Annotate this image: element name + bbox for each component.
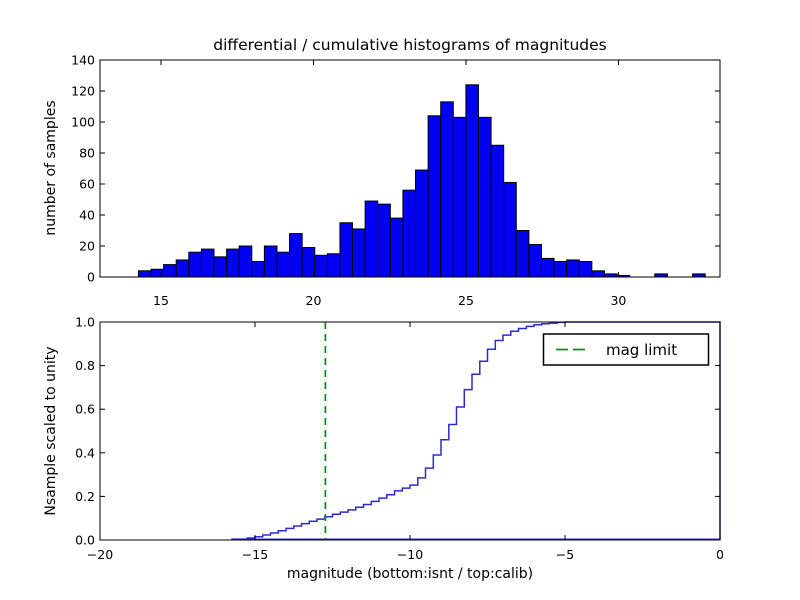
histogram-bar — [289, 233, 303, 278]
histogram-bar — [427, 115, 442, 278]
bottom-y-tick-label: 0.4 — [75, 445, 95, 460]
top-x-tick-label: 15 — [153, 293, 169, 308]
bottom-x-tick-label: 0 — [716, 547, 724, 562]
top-y-tick-label: 140 — [71, 53, 95, 68]
bottom-x-tick-label: −20 — [87, 547, 113, 562]
histogram-bar — [263, 245, 278, 278]
bottom-y-tick-label: 0.8 — [75, 358, 95, 373]
histogram-bar — [276, 251, 291, 278]
top-x-tick-label: 25 — [458, 293, 474, 308]
top-y-tick-label: 100 — [71, 115, 95, 130]
histogram-bar — [364, 200, 379, 278]
top-x-tick-label: 30 — [610, 293, 626, 308]
histogram-bar — [415, 169, 429, 278]
histogram-bar — [175, 259, 190, 278]
histogram-bar — [440, 101, 454, 278]
histogram-bar — [150, 268, 165, 278]
bottom-y-tick-label: 1.0 — [75, 315, 95, 330]
top-y-axis-label: number of samples — [43, 100, 59, 236]
legend-label: mag limit — [606, 341, 678, 359]
top-y-tick-label: 60 — [79, 177, 95, 192]
histogram-bar — [314, 254, 328, 278]
histogram-bar — [326, 253, 341, 278]
bottom-y-tick-label: 0.6 — [75, 402, 95, 417]
x-axis-label: magnitude (bottom:isnt / top:calib) — [286, 566, 534, 582]
histogram-bar — [163, 264, 177, 278]
legend-box — [542, 333, 710, 366]
top-x-tick-label: 20 — [306, 293, 322, 308]
histogram-bar — [377, 203, 391, 278]
top-y-tick-label: 80 — [79, 146, 95, 161]
top-y-tick-label: 120 — [71, 84, 95, 99]
histogram-bar — [528, 243, 542, 278]
histogram-bar — [540, 257, 555, 278]
top-y-tick-label: 20 — [79, 239, 95, 254]
top-y-tick-label: 40 — [79, 208, 95, 223]
bottom-y-tick-label: 0.0 — [75, 533, 95, 548]
histogram-bar — [465, 84, 479, 278]
cumulative-step-line — [231, 321, 721, 541]
histogram-bar — [238, 245, 253, 278]
histogram-bar — [213, 256, 228, 278]
bottom-x-tick-label: −15 — [242, 547, 268, 562]
histogram-bar — [503, 181, 517, 278]
top-axes-frame — [99, 59, 721, 278]
histogram-bar — [477, 116, 492, 278]
histogram-bar — [566, 259, 580, 278]
bottom-x-tick-label: −5 — [556, 547, 574, 562]
histogram-bar — [339, 222, 354, 278]
histogram-bar — [137, 270, 152, 278]
histogram-bar — [200, 248, 215, 278]
histogram-bar — [402, 189, 417, 278]
histogram-bar — [251, 261, 265, 278]
histogram-bar — [578, 261, 593, 278]
bottom-x-tick-label: −10 — [397, 547, 423, 562]
bottom-y-axis-label: Nsample scaled to unity — [43, 346, 59, 516]
bottom-y-tick-label: 0.2 — [75, 489, 95, 504]
histogram-bar — [591, 270, 605, 278]
histogram-bar — [352, 228, 366, 278]
histogram-bar — [452, 116, 467, 278]
histogram-bar — [301, 247, 316, 278]
histogram-bar — [389, 217, 404, 278]
chart-title: differential / cumulative histograms of … — [213, 36, 607, 54]
histogram-bar — [553, 261, 568, 278]
top-y-tick-label: 0 — [87, 270, 95, 285]
histogram-bar — [515, 230, 530, 278]
histogram-bar — [188, 251, 202, 278]
histogram-bar — [226, 248, 240, 278]
histogram-bar — [490, 144, 505, 278]
